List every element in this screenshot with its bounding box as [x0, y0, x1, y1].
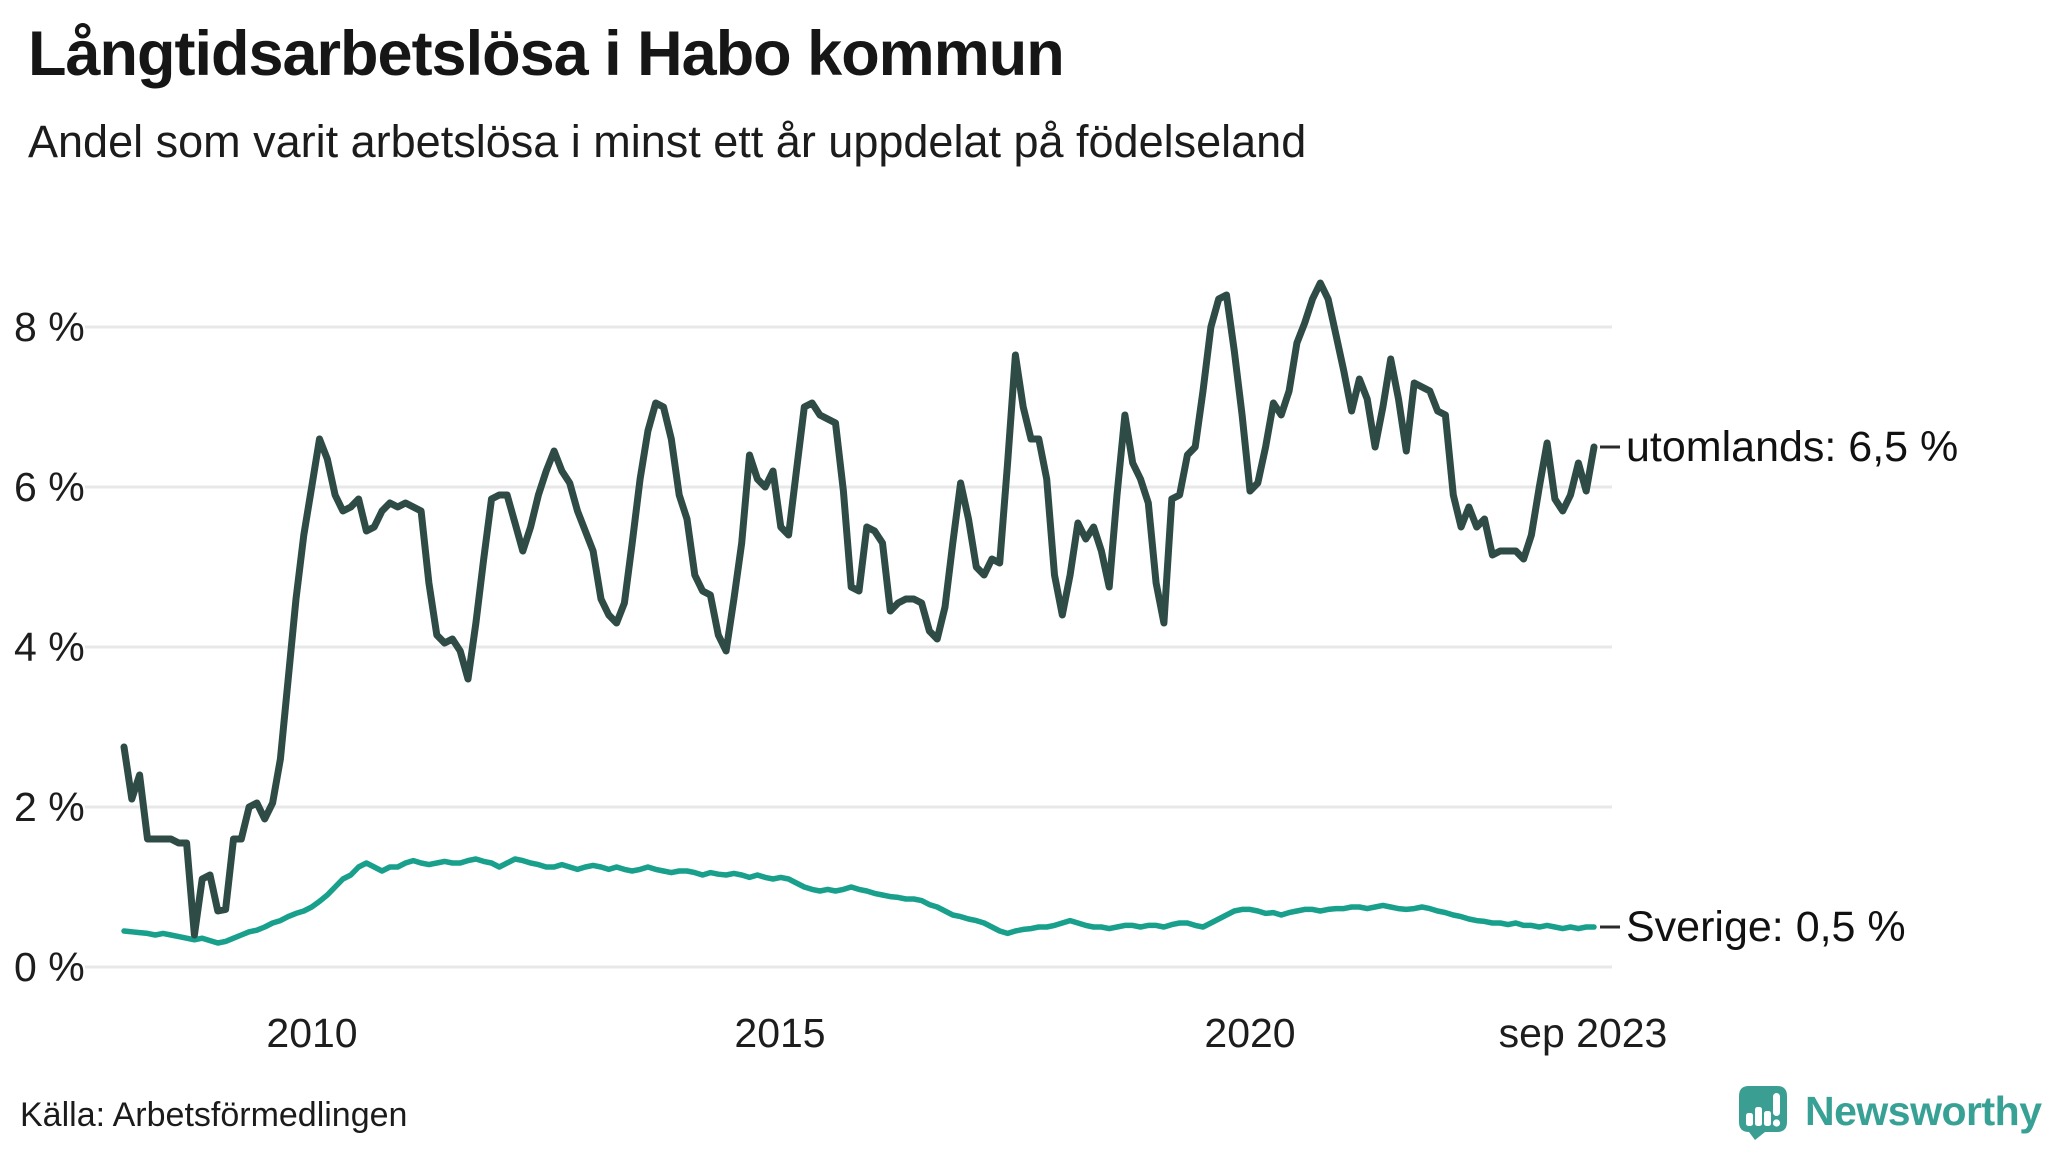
page-title: Långtidsarbetslösa i Habo kommun: [28, 19, 1065, 89]
y-tick-0: 0 %: [14, 944, 85, 990]
x-tick-sep2023: sep 2023: [1498, 1010, 1668, 1056]
x-tick-2010: 2010: [266, 1010, 358, 1056]
gridlines: [85, 325, 1612, 969]
page-subtitle: Andel som varit arbetslösa i minst ett å…: [28, 116, 1307, 167]
source-note: Källa: Arbetsförmedlingen: [20, 1096, 408, 1134]
sverige-line: [121, 856, 1597, 946]
y-tick-6: 6 %: [14, 464, 85, 510]
y-tick-4: 4 %: [14, 624, 85, 670]
x-tick-2015: 2015: [734, 1010, 826, 1056]
y-tick-2: 2 %: [14, 784, 85, 830]
newsworthy-logo-text: Newsworthy: [1805, 1087, 2042, 1134]
utomlands-line: [120, 279, 1598, 939]
series-label-sverige: Sverige: 0,5 %: [1626, 903, 1906, 951]
series-label-utomlands: utomlands: 6,5 %: [1626, 423, 1959, 471]
newsworthy-logo-icon: [1739, 1086, 1787, 1140]
label-leader-dashes: [1600, 445, 1620, 929]
newsworthy-logo: Newsworthy: [1735, 1082, 2042, 1140]
y-tick-8: 8 %: [14, 304, 85, 350]
x-tick-2020: 2020: [1204, 1010, 1296, 1056]
